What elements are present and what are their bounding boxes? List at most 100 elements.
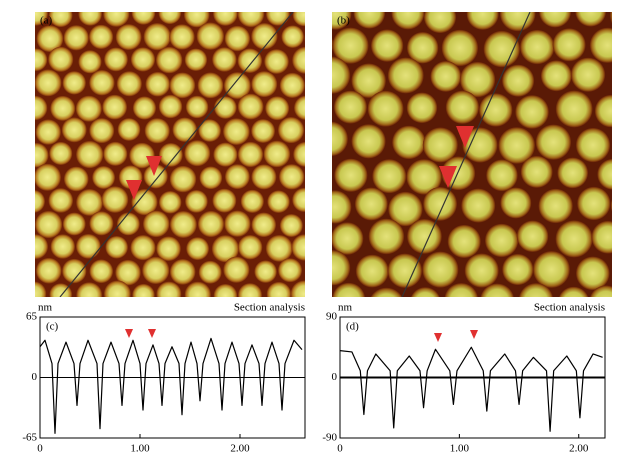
dot (169, 165, 197, 193)
panel-label: (a) (40, 15, 53, 27)
marker (146, 156, 162, 176)
dot (130, 47, 156, 72)
dot (251, 0, 276, 3)
dot (332, 222, 364, 255)
dot (266, 281, 292, 297)
dot (251, 119, 276, 143)
dot (10, 166, 33, 189)
dot (354, 187, 388, 221)
dot (551, 0, 588, 4)
profile-line (339, 346, 603, 432)
dot (483, 30, 521, 68)
dot (307, 71, 334, 98)
dot (422, 251, 459, 288)
dot (332, 27, 369, 64)
dot (78, 12, 102, 26)
dot (213, 12, 238, 26)
dot (334, 158, 368, 192)
lattice (332, 0, 625, 355)
dot (115, 259, 141, 286)
dot (49, 141, 73, 166)
dot (307, 212, 331, 236)
dot (520, 29, 555, 65)
dot (387, 253, 423, 288)
dot (615, 254, 625, 285)
dot (292, 46, 305, 74)
dot (281, 25, 304, 48)
dot (392, 319, 428, 355)
section-line (401, 12, 531, 297)
dot (63, 25, 89, 51)
dot (36, 25, 64, 53)
dot (35, 281, 47, 297)
dot (158, 142, 183, 167)
dot (575, 256, 610, 291)
dot (76, 282, 103, 297)
dot (308, 0, 332, 2)
dot (499, 12, 536, 32)
dot (76, 189, 103, 216)
dot (251, 164, 277, 190)
panel-label: (c) (46, 321, 59, 333)
dot (577, 321, 608, 352)
dot (484, 223, 519, 258)
dot (552, 28, 586, 62)
dot (35, 190, 46, 213)
dot (251, 23, 278, 50)
dot (555, 90, 593, 128)
dot (263, 140, 291, 168)
y-tick-label: -65 (22, 432, 37, 444)
dot (355, 254, 389, 288)
dot (407, 218, 442, 254)
dot (158, 190, 182, 214)
dot (570, 57, 606, 92)
dot (464, 253, 499, 288)
dot (10, 118, 34, 142)
dot (142, 256, 170, 285)
dot (351, 63, 386, 98)
dot (391, 12, 425, 30)
dot (75, 95, 102, 122)
dot (169, 211, 197, 238)
dot (35, 234, 49, 260)
dot (7, 25, 34, 52)
dot (90, 305, 117, 332)
chart-title: Section analysis (534, 302, 605, 314)
dot (89, 69, 115, 96)
dot (594, 94, 612, 128)
dot (200, 308, 223, 331)
dot (498, 127, 536, 164)
dot (104, 47, 128, 72)
dot (0, 237, 21, 261)
dot (353, 12, 386, 29)
dot (199, 166, 223, 190)
dot (615, 65, 625, 97)
marker (126, 180, 142, 200)
marker (125, 329, 133, 338)
dot (280, 0, 303, 2)
y-unit: nm (38, 302, 53, 314)
dot (610, 199, 612, 212)
dot (575, 127, 611, 163)
dot (392, 125, 426, 160)
dot (466, 12, 499, 30)
marker (456, 126, 474, 148)
dot (101, 186, 129, 213)
marker (148, 329, 156, 338)
dot (597, 158, 612, 190)
dot (62, 212, 86, 236)
dot (265, 12, 290, 26)
dot (173, 307, 196, 330)
dot (406, 92, 438, 124)
dot (0, 2, 20, 25)
dot (197, 72, 224, 99)
dot (103, 141, 128, 166)
dot (62, 71, 86, 95)
dot (213, 283, 238, 297)
dot (35, 142, 49, 168)
dot (158, 12, 182, 25)
dot (237, 12, 265, 28)
dot (131, 188, 158, 216)
dot (89, 118, 115, 144)
dot (332, 190, 352, 224)
